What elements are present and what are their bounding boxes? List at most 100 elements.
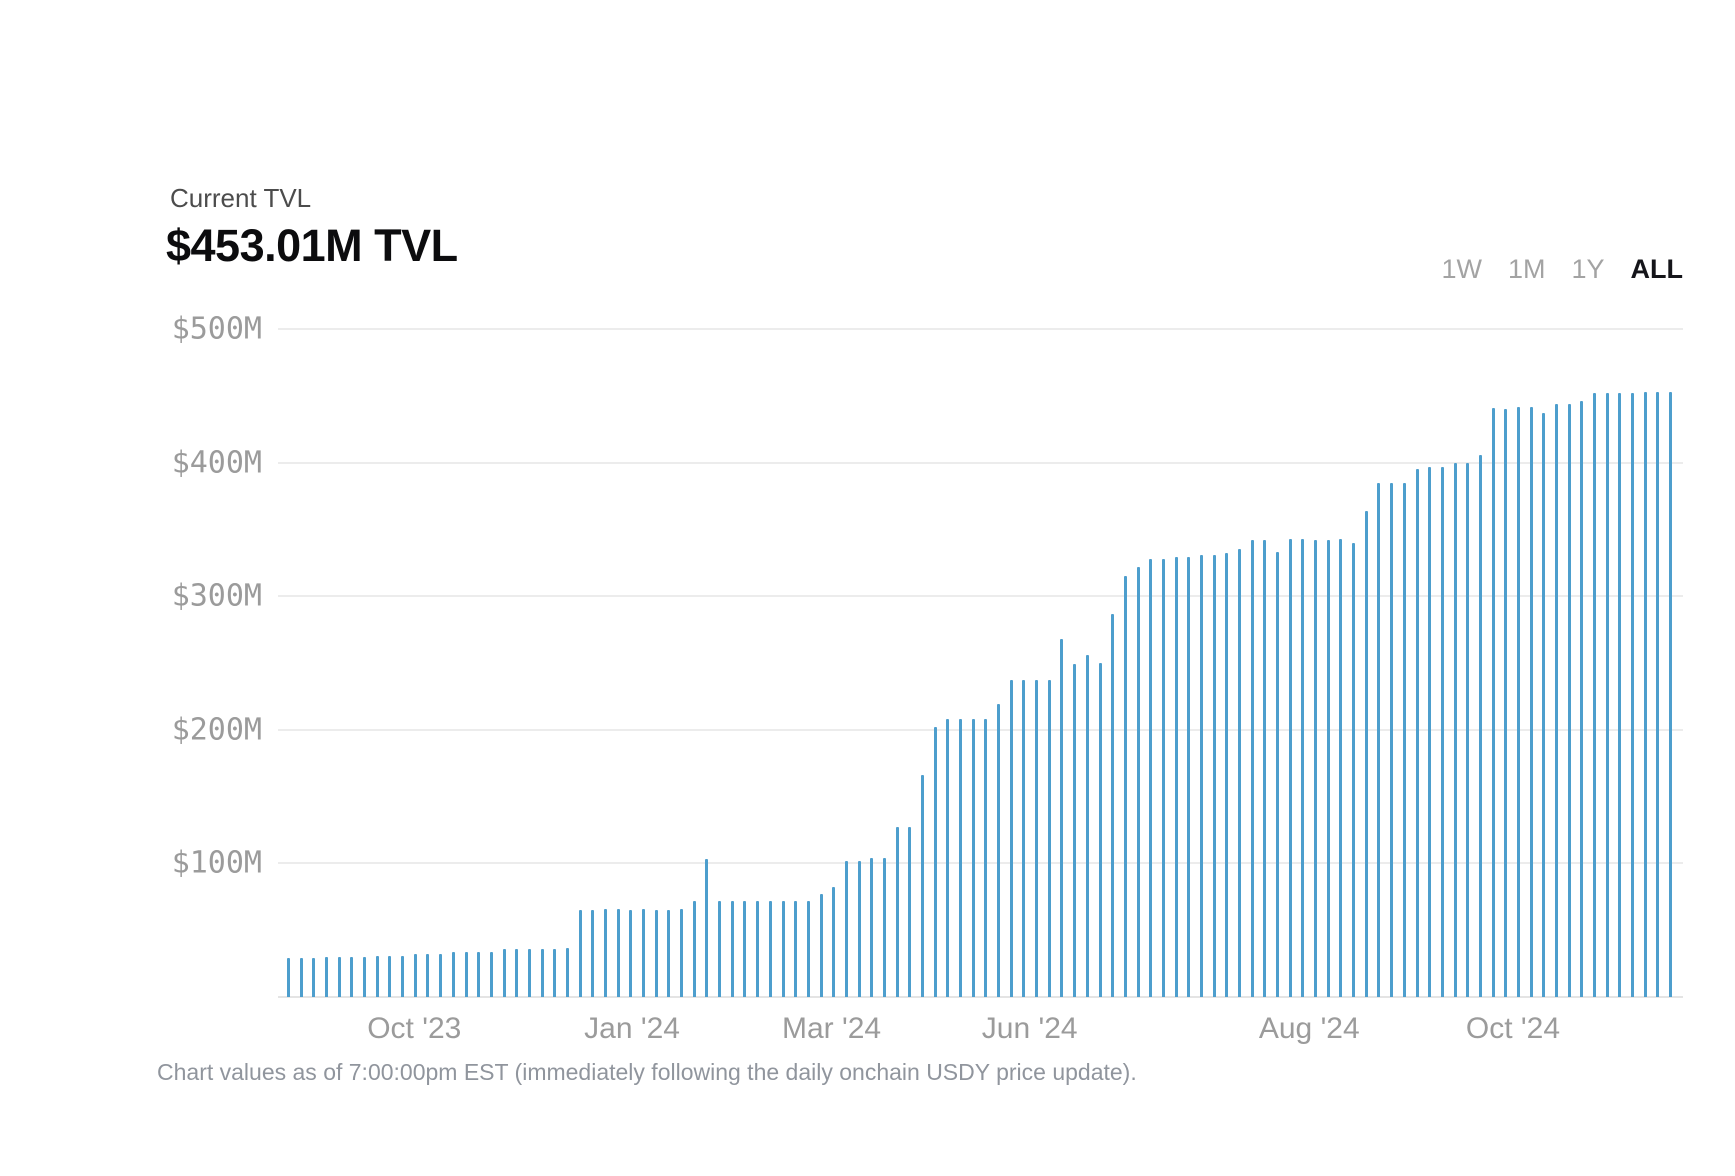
tvl-bar[interactable] (1123, 576, 1127, 997)
tvl-bar[interactable] (477, 951, 481, 997)
tvl-bar[interactable] (1631, 393, 1635, 997)
tvl-bar[interactable] (464, 951, 468, 997)
tvl-bar[interactable] (1161, 558, 1165, 997)
tvl-bar[interactable] (1136, 566, 1140, 997)
tvl-bar[interactable] (527, 948, 531, 997)
tvl-bar[interactable] (882, 858, 886, 997)
tvl-bar[interactable] (844, 860, 848, 997)
tvl-bar[interactable] (1580, 401, 1584, 997)
tvl-bar[interactable] (1314, 540, 1318, 997)
tvl-bar[interactable] (1352, 542, 1356, 997)
tvl-bar[interactable] (1111, 613, 1115, 997)
tvl-bar[interactable] (692, 900, 696, 997)
tvl-bar[interactable] (388, 955, 392, 997)
tvl-bar[interactable] (413, 954, 417, 997)
tvl-bar[interactable] (1022, 680, 1026, 997)
tvl-bar[interactable] (363, 956, 367, 997)
tvl-bar[interactable] (908, 827, 912, 997)
tvl-bar[interactable] (680, 908, 684, 997)
tvl-bar[interactable] (1035, 680, 1039, 997)
range-option-all[interactable]: ALL (1630, 254, 1683, 284)
tvl-bar[interactable] (730, 900, 734, 997)
tvl-bar[interactable] (768, 900, 772, 997)
tvl-bar[interactable] (1402, 482, 1406, 997)
tvl-bar[interactable] (325, 956, 329, 997)
tvl-bar[interactable] (1098, 663, 1102, 997)
tvl-bar[interactable] (705, 859, 709, 997)
tvl-bar[interactable] (1149, 558, 1153, 997)
tvl-bar[interactable] (806, 900, 810, 997)
tvl-bar[interactable] (1440, 466, 1444, 997)
tvl-bar[interactable] (1301, 538, 1305, 997)
tvl-bar[interactable] (642, 908, 646, 997)
tvl-bar[interactable] (1212, 554, 1216, 997)
tvl-bar[interactable] (1326, 540, 1330, 997)
tvl-bar[interactable] (502, 948, 506, 997)
tvl-bar[interactable] (667, 910, 671, 997)
tvl-bar[interactable] (1491, 407, 1495, 997)
tvl-bar[interactable] (1263, 540, 1267, 997)
tvl-bar[interactable] (1187, 557, 1191, 997)
tvl-bar[interactable] (1605, 393, 1609, 997)
tvl-bar[interactable] (312, 958, 316, 997)
tvl-bar[interactable] (971, 719, 975, 997)
tvl-bar[interactable] (959, 719, 963, 997)
tvl-bar[interactable] (515, 948, 519, 997)
tvl-bar[interactable] (1504, 409, 1508, 997)
tvl-bar[interactable] (1288, 538, 1292, 997)
tvl-bar[interactable] (426, 954, 430, 997)
tvl-bar[interactable] (1428, 466, 1432, 997)
tvl-bar[interactable] (1669, 391, 1673, 997)
tvl-bar[interactable] (451, 951, 455, 997)
tvl-bar[interactable] (565, 947, 569, 997)
tvl-bar[interactable] (933, 727, 937, 997)
tvl-bar[interactable] (1250, 540, 1254, 997)
tvl-bar[interactable] (870, 858, 874, 997)
tvl-bar[interactable] (1593, 393, 1597, 997)
tvl-bar[interactable] (1567, 403, 1571, 997)
tvl-bar[interactable] (401, 955, 405, 997)
tvl-bar[interactable] (1339, 538, 1343, 997)
tvl-bar[interactable] (1009, 680, 1013, 997)
tvl-bar[interactable] (1643, 391, 1647, 997)
tvl-bar[interactable] (1276, 552, 1280, 997)
tvl-bar[interactable] (616, 908, 620, 997)
tvl-bar[interactable] (946, 719, 950, 997)
tvl-bar[interactable] (819, 894, 823, 997)
tvl-bar[interactable] (287, 958, 290, 997)
tvl-bar[interactable] (1453, 462, 1457, 997)
tvl-bar[interactable] (299, 958, 303, 997)
tvl-bar[interactable] (1555, 403, 1558, 997)
range-option-1y[interactable]: 1Y (1571, 254, 1605, 284)
tvl-bar[interactable] (1466, 462, 1470, 997)
tvl-bar[interactable] (1516, 406, 1520, 997)
tvl-bar[interactable] (1656, 391, 1660, 997)
tvl-bar[interactable] (756, 900, 760, 997)
tvl-bar[interactable] (489, 951, 493, 997)
tvl-bar[interactable] (781, 900, 785, 997)
tvl-bar[interactable] (553, 948, 557, 997)
range-option-1m[interactable]: 1M (1507, 254, 1546, 284)
tvl-bar[interactable] (1085, 654, 1089, 997)
tvl-bar[interactable] (743, 900, 747, 997)
tvl-bar[interactable] (439, 954, 443, 997)
range-option-1w[interactable]: 1W (1441, 254, 1482, 284)
tvl-bar[interactable] (895, 827, 899, 997)
tvl-bar[interactable] (1415, 469, 1419, 997)
tvl-bar[interactable] (1047, 680, 1051, 997)
tvl-bar[interactable] (1364, 510, 1368, 997)
tvl-bar[interactable] (1174, 557, 1178, 997)
tvl-bar[interactable] (1390, 482, 1394, 997)
tvl-bar[interactable] (540, 948, 544, 997)
tvl-bar[interactable] (1529, 406, 1533, 997)
tvl-bar[interactable] (337, 956, 341, 997)
tvl-bar[interactable] (1478, 454, 1482, 997)
tvl-bar[interactable] (1618, 393, 1622, 997)
tvl-bar[interactable] (718, 900, 722, 997)
tvl-bar[interactable] (375, 955, 379, 997)
tvl-bar[interactable] (1073, 664, 1077, 997)
tvl-bar[interactable] (921, 775, 924, 997)
tvl-bar[interactable] (1199, 554, 1203, 997)
tvl-bar[interactable] (794, 900, 798, 997)
tvl-bar[interactable] (654, 910, 658, 997)
